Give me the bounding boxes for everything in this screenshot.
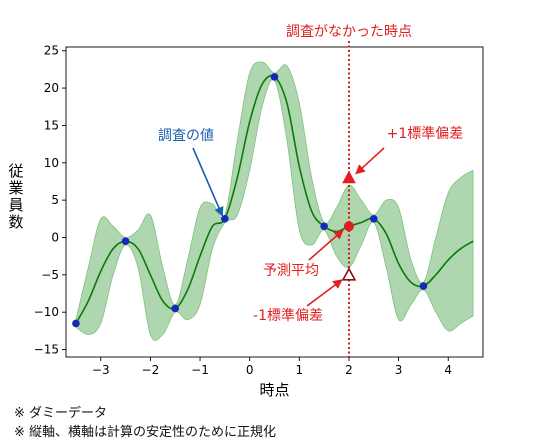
y-tick-label: −15 — [34, 343, 59, 357]
note-normalization: ※ 縦軸、横軸は計算の安定性のために正規化 — [14, 425, 277, 440]
vline-label: 調査がなかった時点 — [286, 24, 412, 40]
observation-point — [72, 319, 80, 328]
observation-point — [221, 215, 229, 223]
x-tick-label: 4 — [444, 363, 452, 377]
y-tick-label: 5 — [51, 193, 59, 207]
x-tick-label: −1 — [191, 363, 209, 377]
y-tick-label: 0 — [51, 230, 59, 244]
observation-point — [419, 282, 428, 290]
observation-point — [171, 304, 180, 313]
y-tick-label: 10 — [44, 156, 59, 170]
mean-label: 予測平均 — [263, 263, 319, 279]
observation-point — [369, 215, 378, 223]
y-tick-label: 15 — [44, 118, 59, 132]
x-tick-label: 1 — [296, 363, 304, 377]
y-tick-label: −10 — [34, 305, 59, 319]
lower-std-marker — [341, 267, 357, 281]
lower-label: -1標準偏差 — [253, 308, 323, 324]
y-tick-label: −5 — [41, 268, 59, 282]
x-axis-label: 時点 — [259, 381, 289, 399]
observations-layer — [72, 73, 428, 328]
upper-arrow — [355, 147, 385, 175]
x-tick-label: 2 — [345, 363, 353, 377]
uncertainty-band — [75, 61, 474, 341]
x-tick-label: 0 — [246, 363, 254, 377]
uncertainty-band-layer — [75, 61, 474, 341]
plot-frame — [65, 46, 484, 358]
observation-point — [270, 73, 279, 81]
upper-label: +1標準偏差 — [387, 126, 464, 142]
x-tick-label: 3 — [395, 363, 403, 377]
lower-arrow — [306, 279, 343, 307]
observed-label: 調査の値 — [158, 128, 214, 144]
observed-arrow — [192, 147, 224, 217]
upper-std-marker — [342, 170, 356, 184]
observation-point — [320, 222, 328, 231]
note-dummy-data: ※ ダミーデータ — [14, 406, 108, 421]
x-tick-label: −3 — [92, 363, 110, 377]
x-tick-label: −2 — [142, 363, 160, 377]
y-tick-label: 25 — [44, 44, 59, 58]
prediction-mean-marker — [343, 221, 354, 232]
y-tick-label: 20 — [44, 81, 59, 95]
mean-arrow — [308, 229, 344, 261]
observation-point — [121, 237, 130, 246]
y-axis-label: 従業員数 — [8, 162, 23, 231]
